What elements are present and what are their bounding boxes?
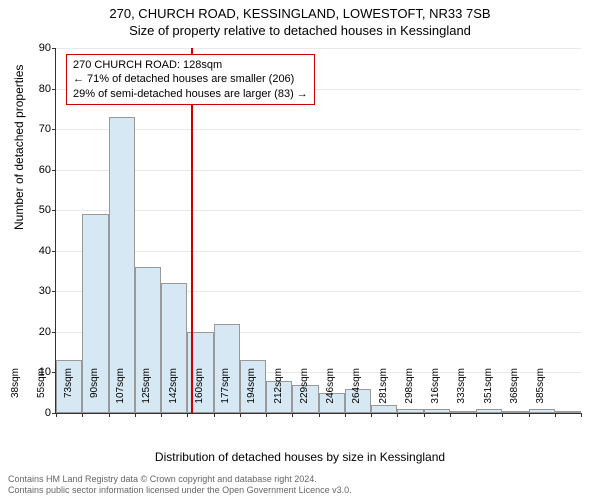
ytick-mark: [52, 251, 56, 252]
ytick-mark: [52, 89, 56, 90]
gridline: [56, 170, 581, 171]
xtick-mark: [187, 413, 188, 417]
xtick-label: 368sqm: [509, 368, 520, 418]
xtick-mark: [319, 413, 320, 417]
xtick-mark: [56, 413, 57, 417]
gridline: [56, 129, 581, 130]
xtick-mark: [476, 413, 477, 417]
annotation-line2: ← 71% of detached houses are smaller (20…: [73, 72, 308, 86]
xtick-label: 177sqm: [220, 368, 231, 418]
ytick-label: 20: [21, 326, 51, 338]
ytick-label: 60: [21, 164, 51, 176]
ytick-mark: [52, 332, 56, 333]
histogram-bar: [555, 411, 581, 413]
xtick-label: 125sqm: [141, 368, 152, 418]
ytick-label: 50: [21, 204, 51, 216]
xtick-label: 264sqm: [351, 368, 362, 418]
annotation-line1: 270 CHURCH ROAD: 128sqm: [73, 58, 308, 72]
gridline: [56, 210, 581, 211]
xtick-mark: [555, 413, 556, 417]
xtick-label: 55sqm: [36, 368, 47, 418]
xtick-label: 212sqm: [273, 368, 284, 418]
x-axis-label: Distribution of detached houses by size …: [0, 450, 600, 464]
xtick-mark: [345, 413, 346, 417]
ytick-mark: [52, 170, 56, 171]
chart-title-address: 270, CHURCH ROAD, KESSINGLAND, LOWESTOFT…: [0, 0, 600, 21]
chart-area: 0102030405060708090 38sqm55sqm73sqm90sqm…: [55, 48, 580, 413]
xtick-mark: [450, 413, 451, 417]
gridline: [56, 48, 581, 49]
xtick-label: 316sqm: [430, 368, 441, 418]
gridline: [56, 251, 581, 252]
xtick-label: 385sqm: [535, 368, 546, 418]
annotation-line3: 29% of semi-detached houses are larger (…: [73, 87, 308, 101]
xtick-mark: [502, 413, 503, 417]
xtick-mark: [292, 413, 293, 417]
footer-line1: Contains HM Land Registry data © Crown c…: [8, 474, 352, 485]
annotation-box: 270 CHURCH ROAD: 128sqm ← 71% of detache…: [66, 54, 315, 105]
xtick-mark: [161, 413, 162, 417]
ytick-label: 40: [21, 245, 51, 257]
xtick-label: 160sqm: [194, 368, 205, 418]
xtick-label: 333sqm: [456, 368, 467, 418]
plot-area: 0102030405060708090 38sqm55sqm73sqm90sqm…: [55, 48, 581, 414]
xtick-mark: [371, 413, 372, 417]
xtick-label: 194sqm: [246, 368, 257, 418]
ytick-label: 70: [21, 123, 51, 135]
xtick-label: 298sqm: [404, 368, 415, 418]
ytick-mark: [52, 210, 56, 211]
ytick-mark: [52, 291, 56, 292]
xtick-label: 142sqm: [168, 368, 179, 418]
xtick-label: 281sqm: [378, 368, 389, 418]
ytick-mark: [52, 372, 56, 373]
xtick-mark: [424, 413, 425, 417]
ytick-label: 80: [21, 83, 51, 95]
footer-attribution: Contains HM Land Registry data © Crown c…: [8, 474, 352, 496]
xtick-label: 73sqm: [63, 368, 74, 418]
xtick-mark: [529, 413, 530, 417]
xtick-mark: [266, 413, 267, 417]
xtick-mark: [135, 413, 136, 417]
xtick-mark: [397, 413, 398, 417]
chart-container: 270, CHURCH ROAD, KESSINGLAND, LOWESTOFT…: [0, 0, 600, 500]
ytick-mark: [52, 48, 56, 49]
xtick-label: 229sqm: [299, 368, 310, 418]
xtick-mark: [214, 413, 215, 417]
xtick-mark: [82, 413, 83, 417]
xtick-label: 246sqm: [325, 368, 336, 418]
ytick-label: 90: [21, 42, 51, 54]
xtick-label: 107sqm: [115, 368, 126, 418]
footer-line2: Contains public sector information licen…: [8, 485, 352, 496]
ytick-label: 30: [21, 285, 51, 297]
xtick-mark: [581, 413, 582, 417]
xtick-label: 90sqm: [89, 368, 100, 418]
xtick-mark: [240, 413, 241, 417]
xtick-label: 351sqm: [483, 368, 494, 418]
chart-title-subtitle: Size of property relative to detached ho…: [0, 21, 600, 38]
xtick-mark: [109, 413, 110, 417]
ytick-mark: [52, 129, 56, 130]
xtick-label: 38sqm: [10, 368, 21, 418]
